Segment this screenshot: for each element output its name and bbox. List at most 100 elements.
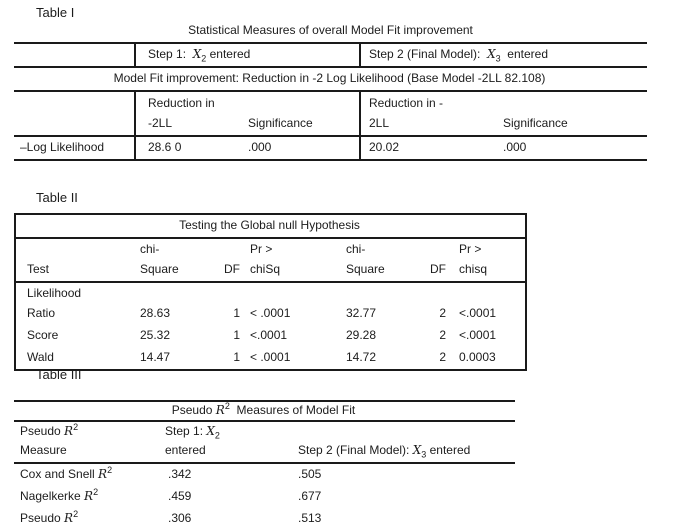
table2-row-score: Score 25.32 1 <.0001 29.28 2 <.0001 <box>15 325 526 347</box>
text-fragment: Measures of Model Fit <box>229 403 356 417</box>
text-fragment: chiSq <box>250 262 281 276</box>
table2-header-pr2: Pr > chisq <box>451 238 527 283</box>
table3-cell-step2: .513 <box>298 511 322 525</box>
table3-header-step2: Step 2 (Final Model): X3 entered <box>296 421 516 464</box>
table1-subheader-row: Reduction in -2LL Significance Reduction … <box>14 91 647 137</box>
text-fragment: Nagelkerke <box>20 489 85 503</box>
table2-cell-df2: 2 <box>439 306 446 320</box>
table2-caption: Testing the Global null Hypothesis <box>15 214 527 239</box>
text-fragment: Step 2 (Final Model): <box>298 443 413 457</box>
table1-subheader-empty-cell <box>14 91 135 137</box>
text-fragment: Reduction in - <box>369 96 444 110</box>
table1-subheader-reduction2-cell: Reduction in - 2LL <box>359 91 495 137</box>
math-var-r: R <box>64 511 74 525</box>
table1-header-step1-cell: Step 1: X2 entered <box>134 43 360 68</box>
table2-cell-df1: 1 <box>233 306 240 320</box>
table3-cell-step2: .677 <box>298 489 322 503</box>
superscript: 2 <box>73 509 79 519</box>
text-fragment: Step 1: <box>165 424 207 438</box>
table2-header-chisq1: chi- Square <box>134 238 219 283</box>
text-fragment: Cox and Snell <box>20 467 99 481</box>
table3: Pseudo R2 Measures of Model Fit Pseudo R… <box>14 400 516 530</box>
table2-cell-chisq2: 29.28 <box>346 328 377 342</box>
text-fragment: entered <box>165 443 206 457</box>
math-var-r: R <box>215 403 225 417</box>
table2-header-pr1: Pr > chiSq <box>245 238 340 283</box>
text-fragment: entered <box>500 47 548 61</box>
table2-caption-row: Testing the Global null Hypothesis <box>15 214 527 239</box>
text-fragment: chisq <box>459 262 488 276</box>
table2: Testing the Global null Hypothesis Test … <box>14 213 528 371</box>
table1-header-step2-cell: Step 2 (Final Model): X3 entered <box>359 43 647 68</box>
table2-cell-pr1: <.0001 <box>250 328 288 342</box>
table3-cell-step1: .306 <box>168 511 192 525</box>
text-fragment: Reduction in <box>148 96 215 110</box>
math-var-x: X <box>412 443 422 457</box>
table2-cell-df2: 2 <box>439 350 446 364</box>
table2-cell-df2: 2 <box>439 328 446 342</box>
table2-header-chisq2: chi- Square <box>340 238 425 283</box>
text-fragment: Pseudo <box>171 403 216 417</box>
text-fragment: entered <box>206 47 251 61</box>
text-fragment: entered <box>426 443 471 457</box>
table3-cell-step1: .342 <box>168 467 192 481</box>
math-var-r: R <box>64 424 74 438</box>
table2-cell-chisq2: 32.77 <box>346 306 377 320</box>
text-fragment: Pr > <box>250 242 273 256</box>
table1-modelfit-cell: Model Fit improvement: Reduction in -2 L… <box>14 67 647 92</box>
superscript: 2 <box>73 422 79 432</box>
table2-cell-pr1: < .0001 <box>250 350 291 364</box>
math-var-r: R <box>98 467 108 481</box>
subscript: 3 <box>421 449 427 460</box>
table1-cell-reduction2: 20.02 <box>359 136 495 161</box>
table3-cell-step2: .505 <box>298 467 322 481</box>
subscript: 3 <box>495 53 501 64</box>
text-fragment: 2LL <box>369 116 390 130</box>
superscript: 2 <box>107 465 113 475</box>
table1-caption: Statistical Measures of overall Model Fi… <box>188 23 473 37</box>
text-fragment: chi- <box>140 242 160 256</box>
table2-cell-chisq1: 14.47 <box>140 350 171 364</box>
math-var-x: X <box>192 47 202 61</box>
table3-cell-step1: .459 <box>168 489 192 503</box>
table2-cell-chisq1: 25.32 <box>140 328 171 342</box>
text-fragment: Square <box>140 262 179 276</box>
text-fragment: chi- <box>346 242 366 256</box>
table2-cell-pr2: <.0001 <box>459 306 497 320</box>
table3-header-measure: Pseudo R2 Measure <box>14 421 160 464</box>
text-fragment: Likelihood <box>27 286 82 300</box>
table1-header-row: Step 1: X2 entered Step 2 (Final Model):… <box>14 43 647 68</box>
table2-header-df2: DF <box>425 238 451 283</box>
table2-cell-chisq1: 28.63 <box>140 306 171 320</box>
text-fragment: Measure <box>20 443 67 457</box>
subscript: 2 <box>214 430 220 441</box>
table2-cell-df1: 1 <box>233 350 240 364</box>
math-var-x: X <box>487 47 496 61</box>
table2-row-likelihood-ratio: Likelihood Ratio 28.63 1 < .0001 32.77 2 … <box>15 282 526 325</box>
table3-title: Table III <box>36 367 82 382</box>
table2-cell-df1: 1 <box>233 328 240 342</box>
text-fragment: Square <box>346 262 385 276</box>
table2-row-label: Wald <box>27 350 54 364</box>
text-fragment: -2LL <box>148 116 173 130</box>
table1-modelfit-row: Model Fit improvement: Reduction in -2 L… <box>14 67 647 92</box>
table2-header-row: Test chi- Square DF Pr > chiSq chi- Square … <box>15 238 527 283</box>
table2-header-test: Test <box>15 238 134 283</box>
table1-cell-significance1: .000 <box>235 136 360 161</box>
table1-cell-significance2: .000 <box>495 136 647 161</box>
subscript: 2 <box>201 53 207 64</box>
table1-cell-reduction1: 28.6 0 <box>134 136 235 161</box>
table3-row-label: Cox and Snell R2 <box>14 463 160 486</box>
superscript: 2 <box>224 401 230 411</box>
table3-row-label: Nagelkerke R2 <box>14 486 160 508</box>
table2-row-label: Likelihood Ratio <box>15 282 134 325</box>
table1-title: Table I <box>36 5 75 20</box>
table3-row-cox-snell: Cox and Snell R2 .342 .505 <box>14 463 515 486</box>
table1-row-label: –Log Likelihood <box>14 136 135 161</box>
table3-row-nagelkerke: Nagelkerke R2 .459 .677 <box>14 486 515 508</box>
table3-row-pseudo: Pseudo R2 .306 .513 <box>14 508 515 530</box>
text-fragment: Ratio <box>27 306 56 320</box>
text-fragment: Pseudo <box>20 424 65 438</box>
text-fragment: Step 1: <box>148 47 193 61</box>
